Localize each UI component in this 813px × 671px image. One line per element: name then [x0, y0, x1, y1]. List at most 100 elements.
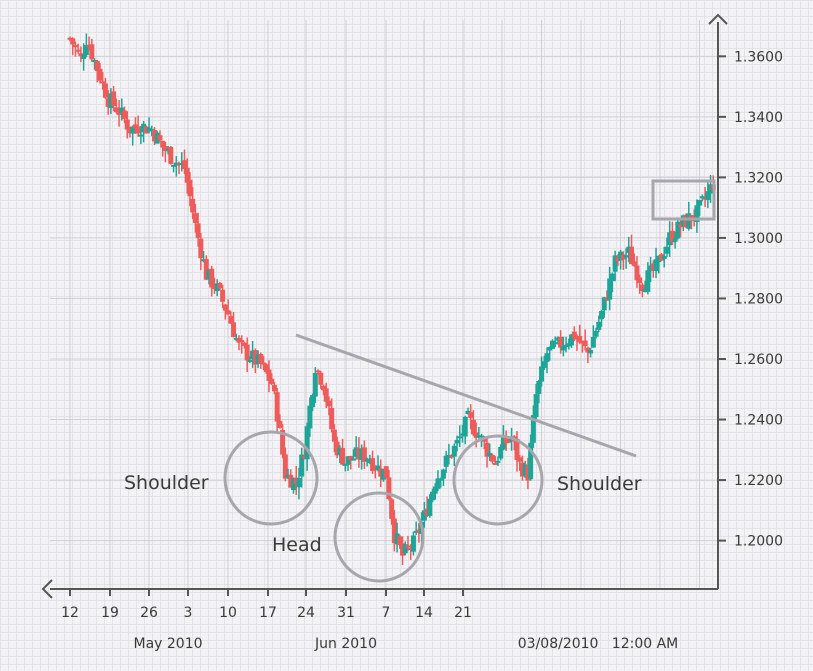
candle-body — [648, 265, 654, 272]
candle — [220, 284, 226, 308]
candle — [599, 309, 605, 327]
candle-body — [255, 354, 261, 364]
x-tick-label: 24 — [297, 605, 315, 621]
candle — [323, 382, 329, 409]
candle — [239, 335, 245, 354]
candle-body — [81, 54, 87, 59]
candle-body — [574, 337, 580, 340]
candle-body — [582, 340, 588, 347]
candle-body — [457, 436, 463, 439]
candle — [201, 251, 207, 263]
candle — [225, 299, 231, 316]
candle-body — [258, 353, 264, 365]
candle-body — [609, 273, 615, 282]
candle-body — [522, 464, 528, 477]
y-tick-label: 1.3200 — [734, 170, 783, 186]
candle — [367, 454, 373, 465]
candle — [642, 280, 648, 293]
candle — [108, 88, 114, 114]
candle — [495, 456, 501, 466]
candle — [211, 277, 217, 294]
candle — [672, 231, 678, 249]
candle-body — [552, 342, 558, 345]
candle — [255, 350, 261, 368]
candle — [293, 465, 299, 495]
candle-body — [342, 463, 348, 466]
candle — [171, 164, 177, 173]
x-axis-arrow-icon — [41, 579, 53, 599]
candle-body — [154, 132, 160, 144]
candle — [686, 201, 692, 231]
candle-body — [291, 478, 297, 491]
candle-body — [353, 447, 359, 457]
candle — [596, 315, 602, 333]
candle-body — [435, 478, 441, 489]
candle-body — [195, 223, 201, 238]
candle — [566, 338, 572, 350]
candle — [168, 145, 174, 165]
candle-body — [168, 146, 174, 164]
x-tick-label: 19 — [101, 605, 119, 621]
candle-body — [201, 259, 207, 262]
candle — [547, 346, 553, 361]
candle-body — [449, 455, 455, 458]
candle-body — [629, 246, 635, 264]
candle-body — [517, 457, 523, 462]
candle — [124, 111, 130, 139]
candle-body — [432, 486, 438, 494]
candle-body — [217, 282, 223, 289]
candle — [100, 72, 106, 90]
y-tick-labels: 1.3600 1.3400 1.3200 1.3000 1.2800 1.2600 1.24… — [718, 49, 783, 550]
candle — [678, 217, 684, 238]
candle — [675, 217, 681, 240]
candle-body — [560, 346, 566, 351]
candle-body — [162, 146, 168, 152]
candle — [372, 465, 378, 479]
candle-body — [244, 344, 250, 361]
candle — [604, 290, 610, 302]
x-tick-label: 3 — [184, 605, 193, 621]
candle-body — [105, 98, 111, 107]
candle-body — [593, 330, 599, 337]
candle-body — [94, 60, 100, 72]
y-tick-label: 1.2600 — [734, 352, 783, 368]
candle — [577, 324, 583, 344]
candle-body — [465, 410, 471, 414]
y-tick-label: 1.2000 — [734, 534, 783, 550]
candle — [667, 221, 673, 257]
candle-body — [506, 440, 512, 443]
candle-body — [250, 350, 256, 360]
candle — [261, 356, 267, 371]
chart-axes — [41, 13, 728, 599]
candle-body — [181, 160, 187, 170]
candle — [514, 431, 520, 472]
candle — [160, 140, 166, 157]
candle — [549, 339, 555, 350]
candle-body — [233, 337, 239, 340]
candle — [157, 130, 163, 142]
candle-body — [247, 360, 253, 363]
candle — [468, 404, 474, 430]
candle-body — [438, 478, 444, 481]
candle — [522, 460, 528, 479]
candle — [539, 356, 545, 387]
candle-body — [378, 468, 384, 477]
neckline — [295, 333, 637, 458]
candle-body — [285, 474, 291, 478]
candle — [533, 383, 539, 421]
candle-body — [623, 255, 629, 258]
candle — [402, 541, 408, 556]
candle — [517, 455, 523, 471]
candle-body — [500, 435, 506, 450]
candle-body — [184, 167, 190, 183]
candle — [460, 424, 466, 443]
candle-body — [274, 392, 280, 422]
candle — [389, 498, 395, 525]
right-shoulder-circle — [452, 434, 544, 526]
candle — [173, 156, 179, 177]
candle — [588, 347, 594, 358]
candle-body — [590, 336, 596, 348]
candle — [92, 58, 98, 70]
candle — [111, 85, 117, 112]
candle — [78, 46, 84, 63]
